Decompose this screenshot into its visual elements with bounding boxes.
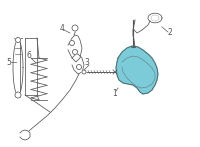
Circle shape <box>16 37 21 42</box>
Circle shape <box>82 70 86 74</box>
Text: 5: 5 <box>7 57 11 66</box>
Circle shape <box>72 50 78 55</box>
Circle shape <box>76 65 82 70</box>
Circle shape <box>70 41 74 46</box>
Polygon shape <box>116 46 158 94</box>
Text: 2: 2 <box>168 27 172 36</box>
Text: 3: 3 <box>85 57 89 66</box>
Circle shape <box>72 25 78 31</box>
Circle shape <box>15 92 21 98</box>
Text: 6: 6 <box>27 51 31 60</box>
Polygon shape <box>20 130 30 140</box>
Text: 1: 1 <box>113 88 117 97</box>
Text: 4: 4 <box>60 24 64 32</box>
